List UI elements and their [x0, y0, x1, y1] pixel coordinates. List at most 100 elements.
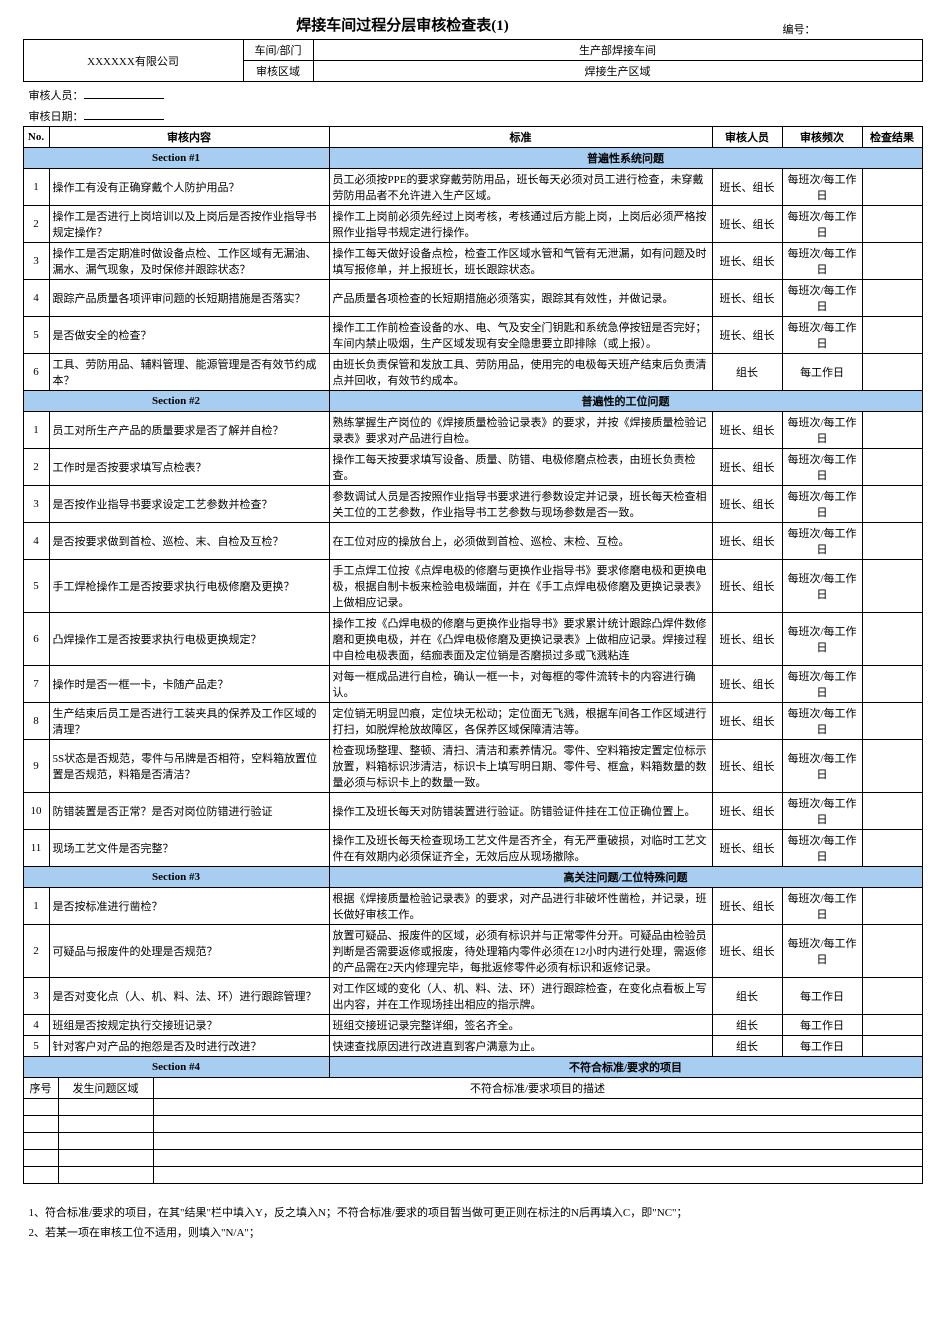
row-result[interactable] [862, 412, 922, 449]
row-result[interactable] [862, 703, 922, 740]
section4-body: 序号 发生问题区域 不符合标准/要求项目的描述 [23, 1077, 923, 1184]
row-result[interactable] [862, 523, 922, 560]
row-result[interactable] [862, 560, 922, 613]
doc-number-label: 编号： [783, 21, 923, 39]
s4-cell-no[interactable] [23, 1150, 58, 1167]
row-content: 5S状态是否规范，零件与吊牌是否相符，空料箱放置位置是否规范，料箱是否清洁？ [49, 740, 329, 793]
row-person: 组长 [712, 1015, 782, 1036]
row-person: 组长 [712, 1036, 782, 1057]
row-freq: 每班次/每工作日 [782, 317, 862, 354]
table-row: 4跟踪产品质量各项评审问题的长短期措施是否落实？产品质量各项检查的长短期措施必须… [23, 280, 922, 317]
row-freq: 每班次/每工作日 [782, 280, 862, 317]
table-row: 3操作工是否定期准时做设备点检、工作区域有无漏油、漏水、漏气现象，及时保修并跟踪… [23, 243, 922, 280]
row-person: 班长、组长 [712, 613, 782, 666]
s4-cell-desc[interactable] [153, 1116, 922, 1133]
row-freq: 每班次/每工作日 [782, 486, 862, 523]
row-no: 10 [23, 793, 49, 830]
row-result[interactable] [862, 925, 922, 978]
row-result[interactable] [862, 206, 922, 243]
row-result[interactable] [862, 613, 922, 666]
s4-cell-area[interactable] [58, 1133, 153, 1150]
row-content: 操作工是否进行上岗培训以及上岗后是否按作业指导书规定操作？ [49, 206, 329, 243]
row-freq: 每班次/每工作日 [782, 449, 862, 486]
row-no: 2 [23, 925, 49, 978]
row-freq: 每班次/每工作日 [782, 703, 862, 740]
row-result[interactable] [862, 169, 922, 206]
section-label: Section #2 [23, 391, 329, 412]
s4-col-area: 发生问题区域 [58, 1078, 153, 1099]
table-row: 95S状态是否规范，零件与吊牌是否相符，空料箱放置位置是否规范，料箱是否清洁？检… [23, 740, 922, 793]
row-result[interactable] [862, 486, 922, 523]
s4-cell-area[interactable] [58, 1099, 153, 1116]
row-result[interactable] [862, 449, 922, 486]
row-content: 是否按要求做到首检、巡检、末、自检及互检？ [49, 523, 329, 560]
row-standard: 参数调试人员是否按照作业指导书要求进行参数设定并记录，班长每天检查相关工位的工艺… [329, 486, 712, 523]
col-freq: 审核频次 [782, 127, 862, 148]
s4-cell-no[interactable] [23, 1099, 58, 1116]
row-content: 班组是否按规定执行交接班记录？ [49, 1015, 329, 1036]
row-person: 班长、组长 [712, 703, 782, 740]
row-result[interactable] [862, 1015, 922, 1036]
row-standard: 产品质量各项检查的长短期措施必须落实，跟踪其有效性，并做记录。 [329, 280, 712, 317]
row-standard: 员工必须按PPE的要求穿戴劳防用品，班长每天必须对员工进行检查，未穿戴劳防用品者… [329, 169, 712, 206]
table-row: 5手工焊枪操作工是否按要求执行电极修磨及更换？手工点焊工位按《点焊电极的修磨与更… [23, 560, 922, 613]
section4-label: Section #4 [23, 1057, 329, 1078]
row-no: 3 [23, 243, 49, 280]
row-no: 1 [23, 888, 49, 925]
row-standard: 操作工及班长每天对防错装置进行验证。防错验证件挂在工位正确位置上。 [329, 793, 712, 830]
row-result[interactable] [862, 888, 922, 925]
row-freq: 每班次/每工作日 [782, 169, 862, 206]
s4-row [23, 1167, 922, 1184]
row-content: 工作时是否按要求填写点检表？ [49, 449, 329, 486]
row-content: 是否对变化点（人、机、料、法、环）进行跟踪管理？ [49, 978, 329, 1015]
row-result[interactable] [862, 1036, 922, 1057]
row-standard: 操作工上岗前必须先经过上岗考核，考核通过后方能上岗，上岗后必须严格按照作业指导书… [329, 206, 712, 243]
table-row: 1员工对所生产产品的质量要求是否了解并自检？熟练掌握生产岗位的《焊接质量检验记录… [23, 412, 922, 449]
row-content: 针对客户对产品的抱怨是否及时进行改进？ [49, 1036, 329, 1057]
table-row: 1操作工有没有正确穿戴个人防护用品？员工必须按PPE的要求穿戴劳防用品，班长每天… [23, 169, 922, 206]
s4-cell-desc[interactable] [153, 1099, 922, 1116]
col-no: No. [23, 127, 49, 148]
row-standard: 对工作区域的变化（人、机、料、法、环）进行跟踪检查，在变化点看板上写出内容，并在… [329, 978, 712, 1015]
row-person: 组长 [712, 978, 782, 1015]
row-result[interactable] [862, 740, 922, 793]
date-blank[interactable] [84, 107, 164, 120]
row-content: 跟踪产品质量各项评审问题的长短期措施是否落实？ [49, 280, 329, 317]
row-content: 手工焊枪操作工是否按要求执行电极修磨及更换？ [49, 560, 329, 613]
row-freq: 每班次/每工作日 [782, 793, 862, 830]
row-result[interactable] [862, 830, 922, 867]
s4-cell-no[interactable] [23, 1116, 58, 1133]
row-no: 3 [23, 978, 49, 1015]
row-result[interactable] [862, 978, 922, 1015]
row-result[interactable] [862, 243, 922, 280]
s4-row [23, 1133, 922, 1150]
col-person: 审核人员 [712, 127, 782, 148]
table-row: 8生产结束后员工是否进行工装夹具的保养及工作区域的清理？定位销无明显凹痕，定位块… [23, 703, 922, 740]
section-title: 高关注问题/工位特殊问题 [329, 867, 922, 888]
s4-cell-no[interactable] [23, 1167, 58, 1184]
dept-value: 生产部焊接车间 [313, 40, 922, 61]
auditor-blank[interactable] [84, 86, 164, 99]
row-result[interactable] [862, 354, 922, 391]
row-result[interactable] [862, 317, 922, 354]
row-standard: 操作工按《凸焊电极的修磨与更换作业指导书》要求累计统计跟踪凸焊件数修磨和更换电极… [329, 613, 712, 666]
table-row: 2操作工是否进行上岗培训以及上岗后是否按作业指导书规定操作？操作工上岗前必须先经… [23, 206, 922, 243]
s4-cell-desc[interactable] [153, 1167, 922, 1184]
table-row: 7操作时是否一框一卡，卡随产品走？对每一框成品进行自检，确认一框一卡，对每框的零… [23, 666, 922, 703]
s4-cell-desc[interactable] [153, 1133, 922, 1150]
row-standard: 手工点焊工位按《点焊电极的修磨与更换作业指导书》要求修磨电极和更换电极，根据自制… [329, 560, 712, 613]
s4-cell-area[interactable] [58, 1167, 153, 1184]
s4-cell-area[interactable] [58, 1150, 153, 1167]
s4-cell-area[interactable] [58, 1116, 153, 1133]
row-no: 11 [23, 830, 49, 867]
row-no: 6 [23, 613, 49, 666]
row-result[interactable] [862, 666, 922, 703]
row-content: 是否按标准进行凿检？ [49, 888, 329, 925]
main-table: No. 审核内容 标准 审核人员 审核频次 检查结果 Section #1普遍性… [23, 126, 923, 1057]
s4-cell-desc[interactable] [153, 1150, 922, 1167]
row-person: 班长、组长 [712, 486, 782, 523]
row-result[interactable] [862, 280, 922, 317]
row-person: 班长、组长 [712, 280, 782, 317]
row-result[interactable] [862, 793, 922, 830]
s4-cell-no[interactable] [23, 1133, 58, 1150]
